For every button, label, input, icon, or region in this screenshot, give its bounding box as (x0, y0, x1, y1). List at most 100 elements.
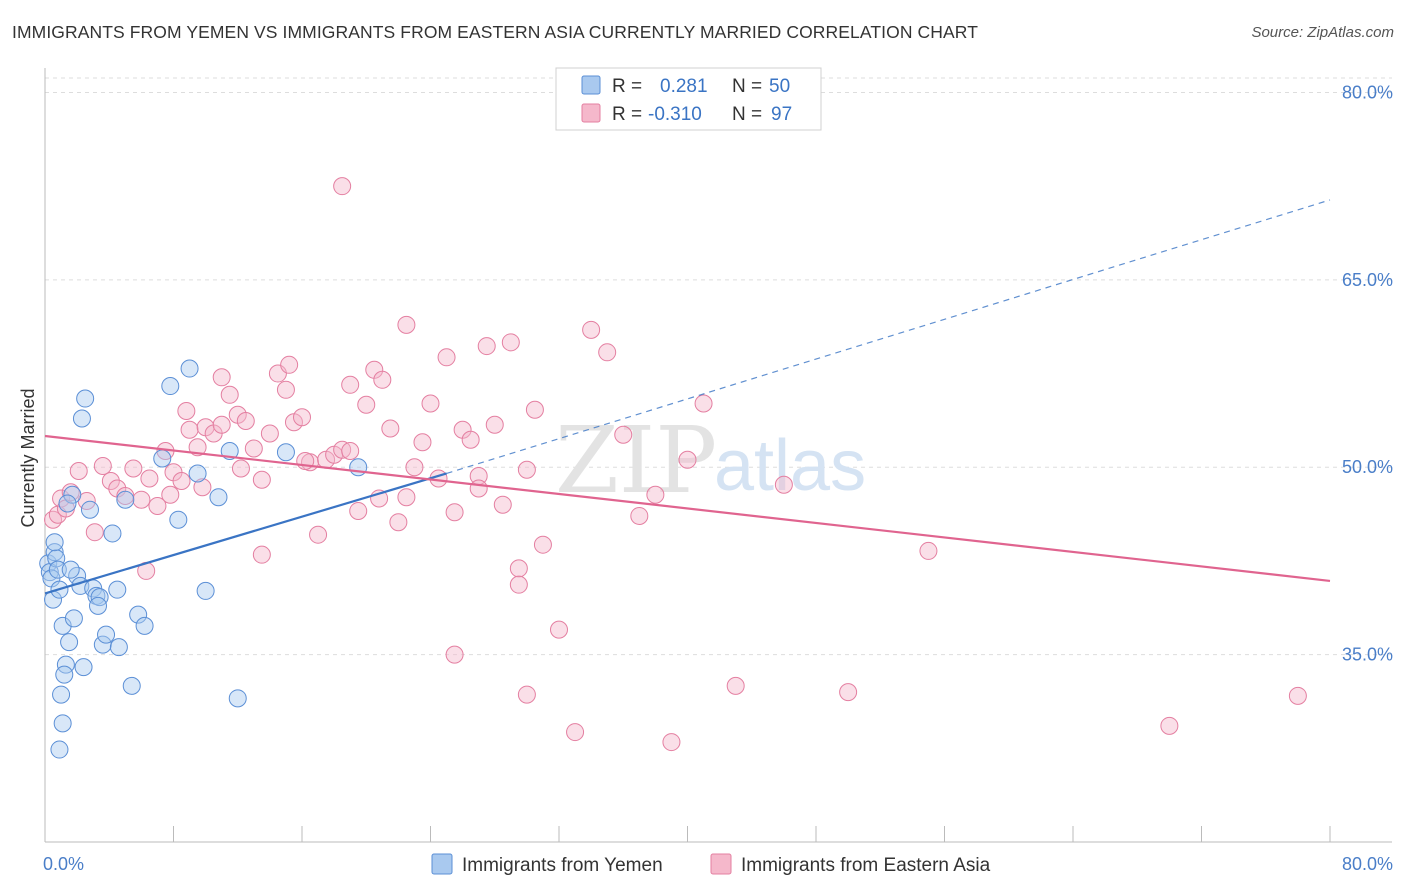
asia-point (85, 523, 104, 542)
trend-lines (44, 199, 1331, 595)
asia-point (614, 425, 633, 444)
asia-point (280, 355, 299, 374)
asia-point (212, 368, 231, 387)
yemen-point (161, 377, 180, 396)
asia-point (1160, 716, 1179, 735)
asia-point (598, 343, 617, 362)
legend-n-label: N = (732, 104, 762, 125)
y-tick-label: 35.0% (1342, 645, 1393, 665)
asia-point (180, 420, 199, 439)
yemen-point (103, 524, 122, 543)
yemen-point (48, 560, 67, 579)
asia-point (148, 496, 167, 515)
asia-point (550, 620, 568, 639)
asia-point (357, 395, 376, 414)
asia-point (44, 510, 63, 529)
asia-point (678, 450, 697, 469)
asia-point (101, 471, 120, 490)
asia-point (309, 525, 328, 544)
asia-point (839, 683, 858, 702)
bottom-legend-swatch-asia (710, 853, 732, 875)
x-tick-label: 0.0% (43, 854, 84, 874)
asia-point (193, 478, 212, 497)
asia-point (349, 501, 368, 520)
asia-point (421, 394, 440, 413)
legend-r-value-yemen: 0.281 (660, 76, 708, 97)
asia-point (509, 559, 528, 578)
trend-line-yemen-extension (446, 199, 1331, 475)
asia-point (493, 495, 512, 514)
asia-point (124, 459, 143, 478)
bottom-legend: Immigrants from Yemen Immigrants from Ea… (431, 853, 991, 876)
yemen-point (180, 359, 199, 378)
asia-point (212, 415, 231, 434)
asia-point (445, 645, 464, 664)
asia-point (188, 438, 207, 457)
asia-point (252, 470, 271, 489)
asia-point (161, 485, 180, 504)
yemen-point (109, 638, 128, 657)
yemen-point (129, 605, 148, 624)
asia-point (646, 485, 665, 504)
yemen-point (116, 490, 135, 509)
asia-point (341, 375, 360, 394)
asia-point (373, 370, 392, 389)
asia-point (140, 469, 159, 488)
series-yemen (39, 359, 368, 759)
yemen-point (153, 449, 172, 468)
asia-point (236, 412, 255, 431)
asia-point (244, 439, 263, 458)
legend-r-label: R = (612, 104, 642, 125)
yemen-point (45, 543, 64, 562)
chart-title: IMMIGRANTS FROM YEMEN VS IMMIGRANTS FROM… (12, 22, 978, 42)
asia-point (533, 535, 552, 554)
yemen-point (45, 533, 64, 552)
asia-point (389, 513, 408, 532)
asia-point (276, 380, 295, 399)
yemen-point (220, 441, 239, 460)
asia-point (405, 458, 424, 477)
gridlines (45, 77, 1392, 656)
yemen-point (74, 658, 93, 677)
yemen-point (89, 596, 108, 615)
asia-point (381, 419, 400, 438)
yemen-point (53, 714, 72, 733)
legend-swatch-yemen (581, 75, 601, 95)
yemen-point (64, 609, 83, 628)
yemen-point (72, 409, 91, 428)
y-axis-label: Currently Married (18, 388, 38, 527)
asia-point (501, 333, 520, 352)
asia-point (93, 456, 112, 475)
yemen-point (63, 485, 82, 504)
asia-point (132, 490, 151, 509)
legend-n-value-asia: 97 (771, 104, 792, 125)
yemen-point (60, 633, 79, 652)
yemen-point (47, 549, 66, 568)
asia-point (774, 475, 793, 494)
asia-point (220, 385, 239, 404)
yemen-point (122, 676, 141, 695)
asia-point (252, 545, 271, 564)
yemen-point (55, 665, 74, 684)
yemen-point (196, 581, 215, 600)
asia-point (293, 408, 311, 427)
asia-point (694, 394, 713, 413)
yemen-point (135, 616, 154, 635)
bottom-legend-label-yemen: Immigrants from Yemen (462, 855, 663, 876)
yemen-point (80, 500, 99, 519)
trend-line-yemen (44, 472, 447, 595)
yemen-point (209, 488, 228, 507)
yemen-point (188, 464, 207, 483)
yemen-point (61, 560, 80, 579)
asia-point (177, 402, 196, 421)
watermark-atlas: atlas (714, 426, 866, 506)
yemen-point (76, 389, 95, 408)
bottom-legend-label-asia: Immigrants from Eastern Asia (741, 855, 991, 876)
asia-point (333, 177, 352, 196)
yemen-point (93, 635, 112, 654)
asia-point (231, 459, 250, 478)
x-tick-label: 80.0% (1342, 854, 1393, 874)
asia-point (566, 723, 585, 742)
asia-point (1288, 686, 1307, 705)
